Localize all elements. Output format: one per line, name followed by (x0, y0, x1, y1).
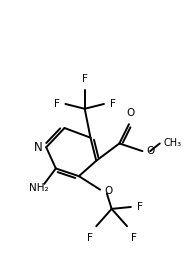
Text: F: F (86, 233, 92, 243)
Text: CH₃: CH₃ (164, 139, 182, 148)
Text: O: O (146, 146, 155, 156)
Text: NH₂: NH₂ (29, 183, 48, 193)
Text: F: F (110, 99, 116, 109)
Text: F: F (137, 202, 143, 212)
Text: F: F (82, 74, 88, 84)
Text: F: F (54, 99, 60, 109)
Text: O: O (104, 186, 112, 196)
Text: O: O (127, 108, 135, 118)
Text: N: N (34, 141, 42, 154)
Text: F: F (131, 233, 137, 243)
